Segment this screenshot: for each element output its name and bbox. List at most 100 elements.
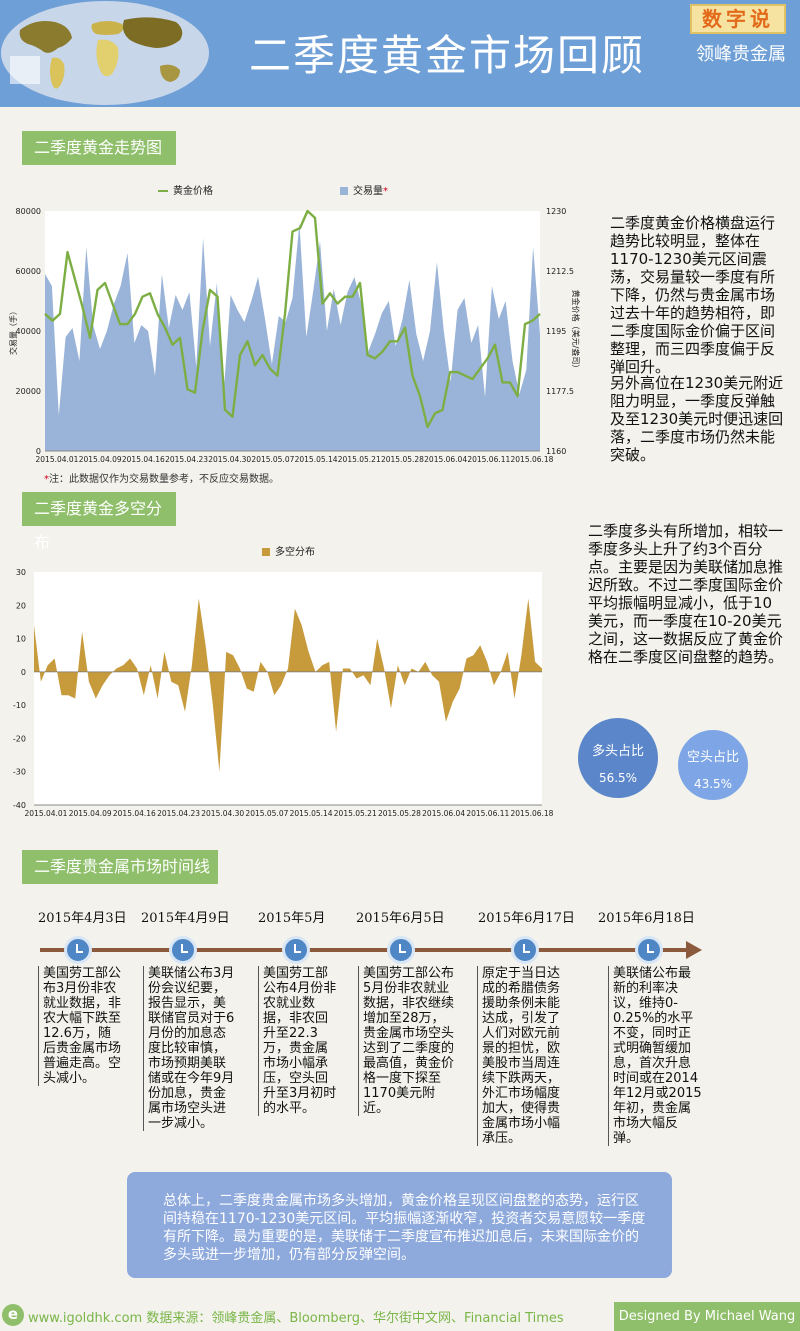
- bubble-long: 多头占比 56.5%: [578, 718, 658, 798]
- legend-longshort: 多空分布: [262, 543, 315, 558]
- y-axis-label-right: 黄金价格（美元/盎司）: [571, 290, 581, 373]
- timeline-date: 2015年4月3日: [38, 911, 127, 926]
- site-logo-icon: e: [2, 1304, 24, 1326]
- x-tick-label: 2015.05.21: [334, 809, 377, 818]
- x-tick-label: 2015.04.09: [79, 455, 122, 464]
- legend-label: 交易量: [353, 186, 383, 197]
- brand-badge: 数字说: [690, 4, 786, 34]
- header-banner: 二季度黄金市场回顾 数字说 领峰贵金属: [0, 0, 800, 107]
- timeline-axis: [40, 948, 690, 952]
- x-tick-label: 2015.04.16: [113, 809, 156, 818]
- y-tick: 0: [21, 668, 26, 677]
- y-tick-right: 1230: [546, 207, 566, 216]
- footer-credit: Designed By Michael Wang: [614, 1302, 800, 1331]
- x-tick-label: 2015.05.14: [290, 809, 333, 818]
- note-text: 注：此数据仅作为交易数量参考，不反应交易数据。: [49, 474, 279, 485]
- x-tick-label: 2015.04.23: [157, 809, 200, 818]
- chart-note: *注：此数据仅作为交易数量参考，不反应交易数据。: [44, 470, 279, 485]
- paragraph-longshort: 二季度多头有所增加，相较一季度多头上升了约3个百分点。主要是因为美联储加息推迟所…: [588, 522, 784, 666]
- y-tick: -30: [13, 768, 26, 777]
- bubble-short: 空头占比 43.5%: [678, 730, 748, 800]
- world-map-image: [1, 1, 209, 105]
- note-star: *: [44, 474, 49, 485]
- x-tick-label: 2015.06.04: [424, 455, 467, 464]
- x-tick-label: 2015.04.23: [165, 455, 208, 464]
- x-tick-label: 2015.05.28: [378, 809, 421, 818]
- y-tick-right: 1160: [546, 447, 566, 456]
- clock-icon: [64, 936, 92, 964]
- timeline-arrow-icon: [686, 941, 702, 959]
- y-tick: 30: [16, 568, 26, 577]
- timeline-date: 2015年6月17日: [478, 911, 575, 926]
- timeline-text: 美国劳工部公布3月份非农就业数据，非农大幅下跌至12.6万，随后贵金属市场普遍走…: [38, 966, 122, 1086]
- x-tick-label: 2015.06.18: [511, 455, 554, 464]
- bubble-label: 多头占比: [591, 744, 644, 759]
- timeline-date: 2015年4月9日: [141, 911, 230, 926]
- legend-star: *: [383, 186, 388, 197]
- y-tick-left: 0: [36, 447, 41, 456]
- timeline-text: 美国劳工部公布4月份非农就业数据，非农回升至22.3万，贵金属市场小幅承压，空头…: [258, 966, 338, 1116]
- footer-source[interactable]: www.igoldhk.com 数据来源：领峰贵金属、Bloomberg、华尔街…: [28, 1311, 564, 1326]
- bubble-value: 43.5%: [693, 777, 733, 791]
- x-tick-label: 2015.04.30: [208, 455, 251, 464]
- page-title: 二季度黄金市场回顾: [248, 31, 645, 80]
- y-axis-label-left: 交易量（手）: [8, 307, 18, 355]
- bubble-value: 56.5%: [598, 771, 638, 785]
- bubble-label: 空头占比: [686, 750, 739, 765]
- legend-area-swatch: [262, 548, 270, 556]
- y-tick-right: 1195: [546, 327, 566, 336]
- volume-area: [45, 223, 540, 451]
- brand-name: 领峰贵金属: [696, 44, 786, 65]
- x-tick-label: 2015.04.01: [36, 455, 79, 464]
- y-tick-left: 60000: [16, 267, 41, 276]
- y-tick-right: 1212.5: [546, 267, 574, 276]
- x-tick-label: 2015.05.14: [295, 455, 338, 464]
- x-tick-label: 2015.04.09: [69, 809, 112, 818]
- legend-line-swatch: [158, 190, 168, 192]
- timeline-date: 2015年6月18日: [598, 911, 695, 926]
- x-tick-label: 2015.04.16: [122, 455, 165, 464]
- y-tick-right: 1177.5: [546, 387, 574, 396]
- legend-label: 多空分布: [275, 547, 315, 558]
- x-tick-label: 2015.06.18: [511, 809, 554, 818]
- timeline-text: 美联储公布3月份会议纪要，报告显示，美联储官员对于6月份的加息态度比较审慎，市场…: [143, 966, 235, 1131]
- legend-area-swatch: [340, 187, 348, 195]
- legend-label: 黄金价格: [173, 186, 213, 197]
- y-tick: 10: [16, 635, 26, 644]
- gold-trend-chart: 80000 60000 40000 20000 0 1230 1212.5 1195 1177.…: [8, 207, 581, 464]
- legend-gold-price: 黄金价格: [158, 182, 213, 197]
- x-tick-label: 2015.05.07: [251, 455, 294, 464]
- timeline-date: 2015年6月5日: [356, 911, 445, 926]
- x-tick-label: 2015.05.07: [245, 809, 288, 818]
- y-tick: 20: [16, 601, 26, 610]
- legend-volume: 交易量*: [340, 182, 388, 197]
- timeline-text: 美联储公布最新的利率决议，维持0-0.25%的水平不变，同时正式明确暂缓加息，首…: [608, 966, 702, 1146]
- y-tick: -40: [13, 801, 26, 810]
- clock-icon: [635, 936, 663, 964]
- y-tick-left: 80000: [16, 207, 41, 216]
- clock-icon: [169, 936, 197, 964]
- timeline-text: 原定于当日达成的希腊债务援助条例未能达成，引发了人们对欧元前景的担忧，欧美股市当…: [477, 966, 567, 1146]
- timeline-date: 2015年5月: [258, 911, 326, 926]
- paragraph-resistance: 另外高位在1230美元附近阻力明显，一季度反弹触及至1230美元时便迅速回落，二…: [610, 374, 784, 464]
- x-tick-label: 2015.04.01: [25, 809, 68, 818]
- clock-icon: [387, 936, 415, 964]
- y-tick-left: 40000: [16, 327, 41, 336]
- timeline-text: 美国劳工部公布5月份非农就业数据，非农继续增加至28万，贵金属市场空头达到了二季…: [358, 966, 454, 1116]
- plot-area: [34, 572, 542, 805]
- clock-icon: [511, 936, 539, 964]
- x-tick-label: 2015.05.28: [381, 455, 424, 464]
- y-tick: -10: [13, 701, 26, 710]
- x-tick-label: 2015.04.30: [201, 809, 244, 818]
- x-tick-label: 2015.06.04: [422, 809, 465, 818]
- clock-icon: [282, 936, 310, 964]
- section-label-longshort: 二季度黄金多空分布: [22, 492, 176, 552]
- y-tick-left: 20000: [16, 387, 41, 396]
- paragraph-trend: 二季度黄金价格横盘运行趋势比较明显，整体在1170-1230美元区间震荡，交易量…: [610, 214, 776, 376]
- section-label-trend: 二季度黄金走势图: [22, 131, 176, 165]
- y-tick: -20: [13, 734, 26, 743]
- section-label-timeline: 二季度贵金属市场时间线: [22, 850, 218, 884]
- x-tick-label: 2015.06.11: [467, 455, 510, 464]
- gold-price-line: [44, 209, 541, 429]
